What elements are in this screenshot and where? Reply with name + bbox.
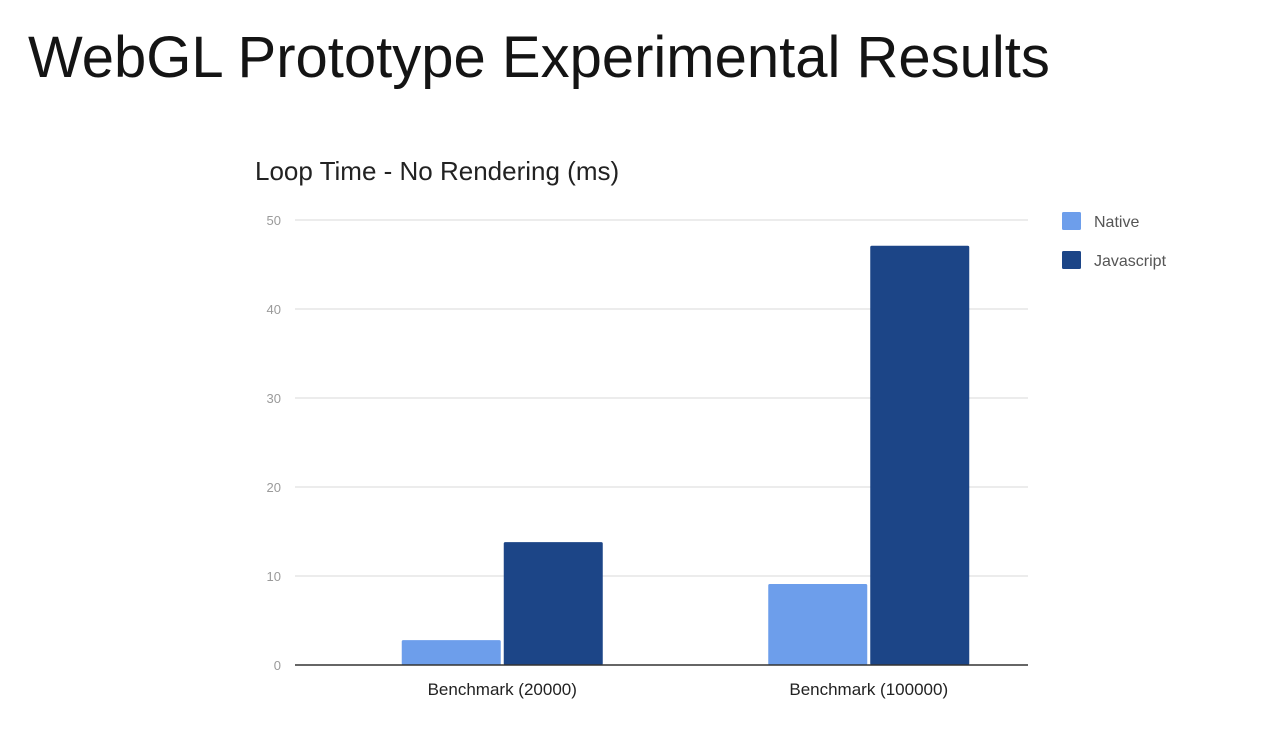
chart-title: Loop Time - No Rendering (ms)	[255, 156, 619, 186]
legend-label-javascript: Javascript	[1094, 253, 1167, 270]
x-axis-categories: Benchmark (20000) Benchmark (100000)	[428, 680, 949, 699]
legend-swatch-javascript	[1062, 251, 1081, 269]
slide-title: WebGL Prototype Experimental Results	[28, 25, 1050, 90]
x-category-label: Benchmark (20000)	[428, 680, 577, 699]
y-tick-label: 10	[267, 569, 281, 584]
y-tick-label: 20	[267, 480, 281, 495]
bar-native-1	[768, 584, 868, 665]
y-axis-ticks: 0 10 20 30 40 50	[267, 213, 281, 673]
bar-native-0	[401, 640, 501, 665]
y-tick-label: 50	[267, 213, 281, 228]
x-category-label: Benchmark (100000)	[789, 680, 948, 699]
legend: Native Javascript	[1062, 212, 1167, 270]
y-tick-label: 0	[274, 658, 281, 673]
bar-javascript-0	[503, 542, 603, 665]
legend-swatch-native	[1062, 212, 1081, 230]
y-tick-label: 30	[267, 391, 281, 406]
bar-javascript-1	[870, 245, 970, 665]
bars	[401, 245, 970, 665]
y-tick-label: 40	[267, 302, 281, 317]
legend-label-native: Native	[1094, 214, 1139, 231]
